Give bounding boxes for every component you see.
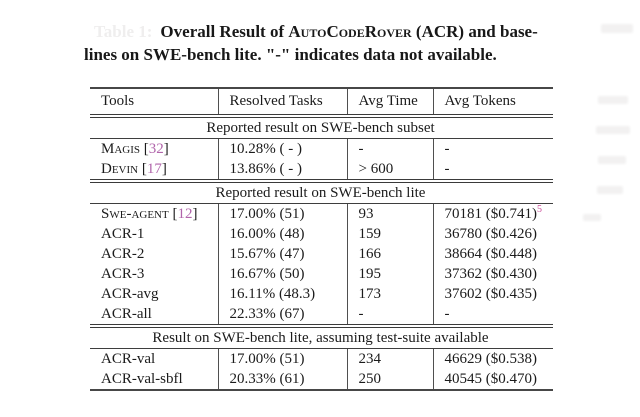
tool-name: ACR-2 [101,246,145,262]
tool-cell: Swe-agent [12] [101,206,198,222]
header-row: Tools Resolved Tasks Avg Time Avg Tokens [90,87,553,118]
avg-time-cell: 173 [346,284,433,304]
avg-time-cell: > 600 [346,159,433,183]
resolved-tasks-cell: 10.28% ( - ) [217,138,347,159]
tool-name: ACR-all [101,306,152,322]
tool-name: ACR-1 [101,226,145,242]
table-row: ACR-all 22.33% (67) - - [90,304,553,328]
tool-name: ACR-val [101,351,156,367]
table-caption: Table 1: Overall Result of AutoCodeRover … [84,20,566,66]
avg-time-cell: 93 [346,203,433,224]
table-body: Reported result on SWE-bench subset Magis… [90,116,553,391]
avg-tokens-cell: 70181 ($0.741)5 [432,203,553,224]
resolved-tasks-cell: 16.11% (48.3) [217,284,347,304]
column-header-tools: Tools [90,87,218,118]
avg-tokens-cell: 36780 ($0.426) [432,224,553,244]
avg-tokens-cell: - [432,304,553,328]
tool-cell: ACR-val-sbfl [90,369,218,391]
column-header-resolved-tasks: Resolved Tasks [217,87,347,118]
tool-cell: Devin [17] [90,159,218,183]
tool-name: ACR-val-sbfl [101,371,183,387]
section-title: Reported result on SWE-bench subset [90,116,553,139]
table-row: ACR-1 16.00% (48) 159 36780 ($0.426) [90,224,553,244]
resolved-tasks-cell: 22.33% (67) [217,304,347,328]
section-header-row: Reported result on SWE-bench lite [90,181,553,204]
table-row: ACR-avg 16.11% (48.3) 173 37602 ($0.435) [90,284,553,304]
ghost-text-artifact [598,156,626,164]
resolved-tasks-cell: 16.67% (50) [217,264,347,284]
column-header-avg-time: Avg Time [346,87,433,118]
table-row: ACR-val 17.00% (51) 234 46629 ($0.538) [90,348,553,370]
footnote-marker: 5 [537,204,542,215]
avg-time-cell: 166 [346,244,433,264]
results-table-container: Tools Resolved Tasks Avg Time Avg Tokens… [90,87,553,391]
avg-time-cell: 159 [346,224,433,244]
tool-cell: ACR-val [90,349,218,370]
tool-cell: Magis [32] [101,141,169,157]
resolved-tasks-cell: 13.86% ( - ) [217,159,347,183]
ghost-text-artifact [597,186,623,194]
resolved-tasks-cell: 16.00% (48) [217,224,347,244]
ghost-text-artifact [596,126,630,134]
table-row: Devin [17] 13.86% ( - ) > 600- [90,159,553,183]
ghost-text-artifact [583,214,601,221]
avg-tokens-cell: 37602 ($0.435) [432,284,553,304]
tool-cell: ACR-all [90,304,218,328]
avg-time-cell: 250 [346,369,433,391]
table-row: ACR-2 15.67% (47) 166 38664 ($0.448) [90,244,553,264]
avg-tokens-cell: 38664 ($0.448) [432,244,553,264]
caption-text-a: Overall Result of [160,22,289,41]
avg-tokens-cell: 46629 ($0.538) [432,348,553,369]
column-header-avg-tokens: Avg Tokens [432,87,553,118]
tool-cell: ACR-2 [90,244,218,264]
tool-cell: ACR-1 [90,224,218,244]
caption-line-1: Table 1: Overall Result of AutoCodeRover … [84,20,566,43]
table-row: ACR-3 16.67% (50) 195 37362 ($0.430) [90,264,553,284]
resolved-tasks-cell: 15.67% (47) [217,244,347,264]
section-header-row: Result on SWE-bench lite, assuming test-… [90,326,553,349]
avg-time-cell: - [346,304,433,328]
caption-table-label: Table 1: [94,22,153,41]
caption-tool-name: AutoCodeRover [288,22,412,41]
citation-number: 32 [148,141,164,157]
section-title: Reported result on SWE-bench lite [90,181,553,204]
avg-time-cell: 195 [346,264,433,284]
tool-cell: ACR-3 [90,264,218,284]
citation-number: 17 [146,161,162,177]
table-row: Magis [32] 10.28% ( - ) - - [90,138,553,159]
avg-tokens-cell: 40545 ($0.470) [432,369,553,391]
avg-time-cell: 234 [346,348,433,369]
avg-tokens-cell: - [432,138,553,159]
resolved-tasks-cell: 17.00% (51) [217,348,347,369]
ghost-text-artifact [598,96,628,104]
tool-name: ACR-avg [101,286,159,302]
tool-name: ACR-3 [101,266,145,282]
caption-line-2: lines on SWE-bench lite. "-" indicates d… [84,45,497,64]
caption-text-b: (ACR) and base- [411,22,538,41]
table-row: Swe-agent [12] 17.00% (51) 93 70181 ($0.741… [90,203,553,224]
tool-name: Swe-agent [101,206,169,222]
citation-number: 12 [177,206,193,222]
resolved-tasks-cell: 20.33% (61) [217,369,347,391]
avg-tokens-cell: 37362 ($0.430) [432,264,553,284]
table-row: ACR-val-sbfl 20.33% (61) 250 40545 ($0.470) [90,369,553,391]
tool-name: Magis [101,141,141,157]
tool-cell: ACR-avg [90,284,218,304]
resolved-tasks-cell: 17.00% (51) [217,203,347,224]
tool-name: Devin [101,161,139,177]
ghost-text-artifact [601,24,633,33]
avg-time-cell: - [346,138,433,159]
avg-tokens-cell: - [432,159,553,183]
results-table: Tools Resolved Tasks Avg Time Avg Tokens… [90,87,553,391]
section-title: Result on SWE-bench lite, assuming test-… [90,326,553,349]
section-header-row: Reported result on SWE-bench subset [90,116,553,139]
